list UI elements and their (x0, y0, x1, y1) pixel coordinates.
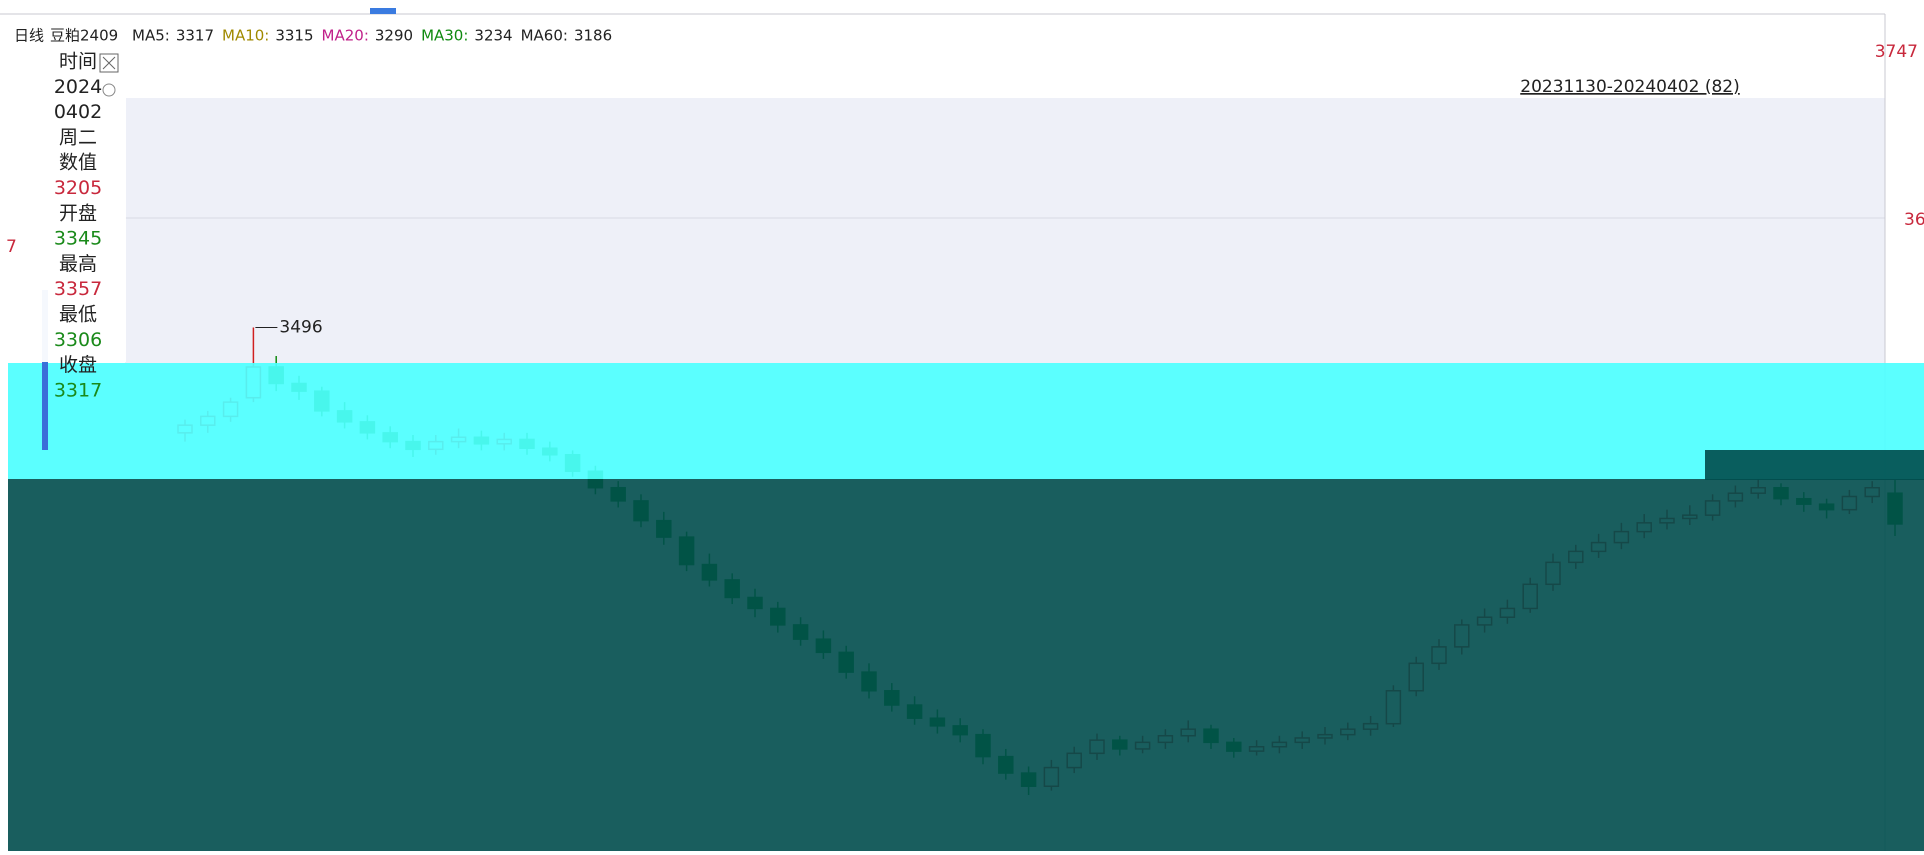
info-item: 收盘 (59, 354, 97, 376)
info-item: 3306 (54, 329, 102, 351)
info-item: 3345 (54, 228, 102, 250)
render-glitch (8, 479, 1924, 851)
panel-scroll (42, 290, 48, 450)
ma-name: MA10: (222, 27, 269, 45)
price-label: 7 (6, 237, 17, 257)
info-item: 3317 (54, 379, 102, 401)
ma-name: MA5: (132, 27, 170, 45)
symbol-label: 豆粕2409 (50, 27, 118, 45)
info-item: 数值 (59, 152, 97, 174)
info-item: 开盘 (59, 202, 97, 224)
render-glitch (1705, 450, 1924, 480)
ma-value: 3234 (474, 27, 512, 45)
range-label[interactable]: 20231130-20240402 (82) (1520, 77, 1740, 97)
ma-value: 3317 (176, 27, 214, 45)
ma-name: MA30: (421, 27, 468, 45)
info-item: 周二 (59, 126, 97, 148)
ma-name: MA20: (322, 27, 369, 45)
scroll-marker (370, 8, 396, 14)
info-item: 0402 (54, 101, 102, 123)
info-item: 最低 (59, 304, 97, 326)
plot-area (125, 98, 1885, 363)
info-item: 3357 (54, 278, 102, 300)
ma-name: MA60: (521, 27, 568, 45)
ma-value: 3186 (574, 27, 612, 45)
ma-value: 3290 (375, 27, 413, 45)
ma-value: 3315 (275, 27, 313, 45)
high-annotation: 3496 (279, 317, 322, 337)
info-item: 时间 (59, 51, 97, 73)
info-item: 最高 (59, 253, 97, 275)
price-label: 36 (1904, 210, 1924, 230)
info-panel (16, 52, 126, 362)
settings-icon[interactable] (102, 83, 116, 97)
period-label: 日线 (14, 27, 44, 45)
render-glitch (8, 363, 1924, 479)
info-item: 2024 (54, 76, 102, 98)
price-label: 3747 (1875, 42, 1918, 62)
info-item: 3205 (54, 177, 102, 199)
close-button[interactable] (99, 53, 119, 73)
close-icon (102, 56, 116, 70)
